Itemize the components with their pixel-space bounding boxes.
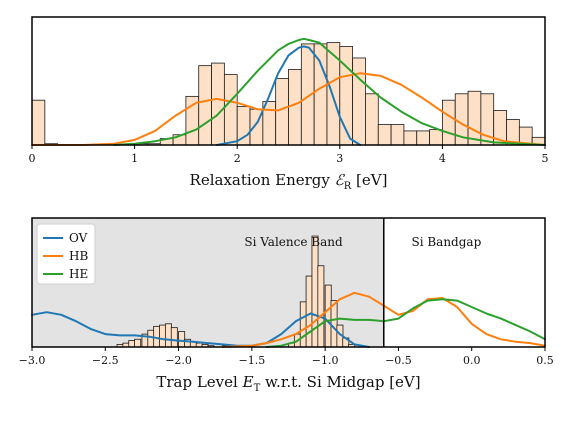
histogram-bar (416, 130, 430, 146)
x-tick-label: −0.5 (385, 354, 412, 367)
series-line-ov (215, 45, 362, 146)
histogram-bar (324, 284, 332, 348)
x-tick-label: −3.0 (19, 354, 46, 367)
histogram-bar (377, 124, 392, 146)
si-valence-band-label: Si Valence Band (244, 235, 343, 249)
trap-level-x-axis-label: Trap Level ET w.r.t. Si Midgap [eV] (156, 373, 420, 394)
x-tick-label: 0.5 (536, 354, 554, 367)
histogram-bar (299, 301, 307, 348)
series-line-he (113, 37, 546, 146)
x-tick-label: 0.0 (463, 354, 481, 367)
trap-level-axes-frame (31, 217, 546, 348)
trap-level-curves (31, 291, 546, 348)
trap-level-histogram (116, 235, 356, 348)
relaxation-energy-curves (31, 37, 546, 146)
x-tick-label: 0 (29, 152, 36, 165)
series-line-he (265, 298, 546, 348)
x-tick-label: −2.5 (92, 354, 119, 367)
x-tick-label: −2.0 (165, 354, 192, 367)
relaxation-energy-x-ticks: 0 1 2 3 4 5 (29, 145, 549, 165)
trap-level-panel: Si Valence Band Si Bandgap OV HB HE −3.0 −2… (19, 217, 554, 394)
histogram-bar (403, 130, 418, 146)
histogram-bar (390, 124, 405, 146)
relaxation-energy-x-axis-label: Relaxation Energy ℰR [eV] (190, 171, 388, 192)
histogram-bar (467, 90, 482, 146)
legend-label-he: HE (69, 267, 88, 281)
histogram-bar (159, 324, 167, 348)
x-tick-label: 1 (131, 152, 138, 165)
x-tick-label: 3 (336, 152, 343, 165)
histogram-bar (288, 69, 302, 146)
histogram-bar (317, 265, 325, 348)
relaxation-energy-panel: 0 1 2 3 4 5 Relaxation Energy ℰR [eV] (29, 16, 549, 192)
histogram-bar (352, 57, 366, 146)
x-tick-label: 4 (439, 152, 446, 165)
x-tick-label: −1.5 (238, 354, 265, 367)
histogram-bar (164, 323, 172, 348)
relaxation-energy-axes-frame (31, 16, 546, 146)
histogram-bar (170, 327, 178, 348)
histogram-bar (128, 340, 136, 348)
si-bandgap-label: Si Bandgap (411, 235, 481, 249)
legend-label-hb: HB (69, 249, 88, 263)
histogram-bar (313, 43, 328, 146)
histogram-bar (198, 65, 212, 146)
histogram-bar (441, 99, 456, 146)
histogram-bar (305, 275, 313, 348)
histogram-bar (147, 329, 155, 348)
series-line-hb (31, 72, 546, 146)
x-tick-label: −1.0 (312, 354, 339, 367)
x-tick-label: 2 (234, 152, 241, 165)
histogram-bar (365, 93, 379, 146)
series-line-hb (221, 291, 546, 348)
x-tick-label: 5 (542, 152, 549, 165)
relaxation-energy-histogram (31, 42, 546, 146)
histogram-bar (134, 338, 142, 348)
legend-label-ov: OV (69, 231, 88, 245)
histogram-bar (223, 74, 238, 146)
histogram-bar (275, 78, 289, 146)
series-line-ov (31, 311, 371, 348)
trap-level-x-ticks: −3.0 −2.5 −2.0 −1.5 −1.0 −0.5 0.0 0.5 (19, 347, 554, 367)
histogram-bar (211, 62, 225, 146)
histogram-bar (429, 129, 443, 146)
legend: OV HB HE (36, 223, 96, 285)
histogram-bar (31, 99, 46, 146)
histogram-bar (178, 331, 186, 348)
